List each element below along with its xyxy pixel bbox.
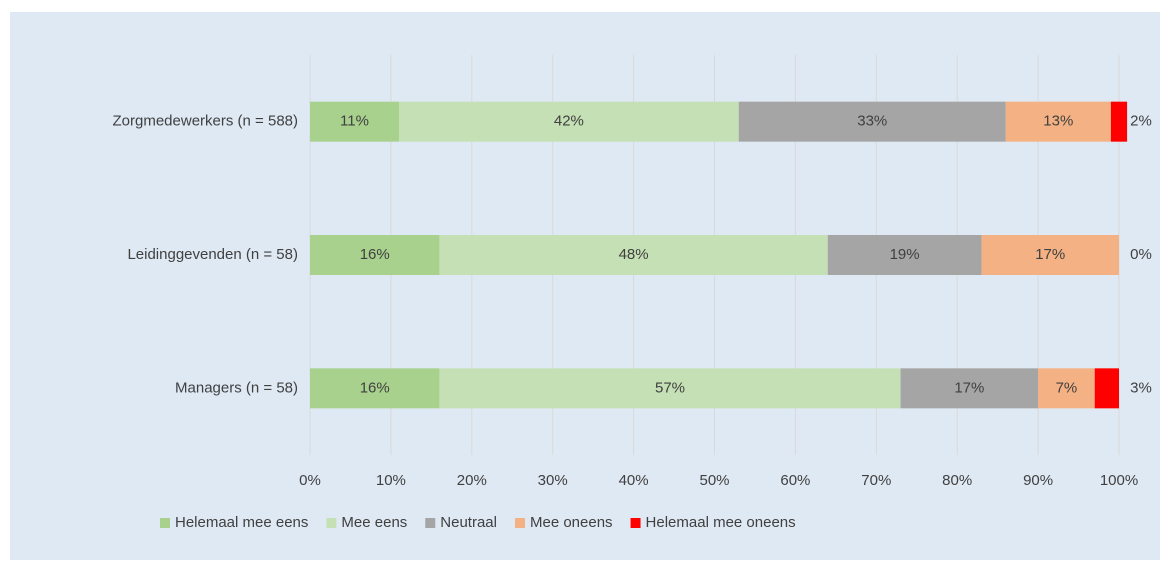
data-label: 2% — [1130, 113, 1152, 130]
y-tick-label: Managers (n = 58) — [175, 379, 298, 396]
legend-swatch — [630, 518, 641, 528]
data-label: 19% — [890, 246, 920, 263]
x-tick-label: 60% — [780, 472, 810, 489]
data-label: 17% — [1035, 246, 1065, 263]
bar-segment — [439, 235, 828, 275]
legend-label: Mee oneens — [530, 514, 613, 531]
x-tick-label: 10% — [376, 472, 406, 489]
data-label: 33% — [857, 113, 887, 130]
bar-segment — [1038, 368, 1095, 409]
legend-label: Helemaal mee oneens — [646, 514, 796, 531]
legend-swatch — [514, 518, 525, 528]
data-label: 11% — [340, 113, 369, 130]
chart-background — [10, 12, 1160, 560]
data-label: 17% — [954, 379, 984, 396]
legend-swatch — [425, 518, 436, 528]
bar-segment — [310, 368, 440, 409]
x-tick-label: 20% — [457, 472, 487, 489]
legend-label: Helemaal mee eens — [175, 514, 308, 531]
data-label: 7% — [1056, 379, 1078, 396]
bar-segment — [439, 368, 901, 409]
data-label: 16% — [360, 246, 390, 263]
data-label: 48% — [619, 246, 649, 263]
y-tick-label: Leidinggevenden (n = 58) — [127, 246, 298, 263]
legend-label: Mee eens — [341, 514, 407, 531]
bar-segment — [1094, 368, 1119, 409]
data-label: 57% — [655, 379, 685, 396]
bar-segment — [398, 101, 739, 142]
bar-segment — [900, 368, 1039, 409]
data-label: 13% — [1043, 113, 1073, 130]
x-tick-label: 80% — [942, 472, 972, 489]
bar-segment — [1005, 101, 1111, 142]
data-label: 16% — [360, 379, 390, 396]
x-tick-label: 100% — [1100, 472, 1138, 489]
x-tick-label: 50% — [699, 472, 729, 489]
bar-segment — [827, 235, 982, 275]
legend-swatch — [326, 518, 337, 528]
legend-label: Neutraal — [440, 514, 497, 531]
bar-segment — [310, 235, 440, 275]
data-label: 3% — [1130, 379, 1152, 396]
bar-segment — [310, 101, 399, 142]
x-tick-label: 90% — [1023, 472, 1053, 489]
y-tick-label: Zorgmedewerkers (n = 588) — [113, 113, 299, 130]
legend-swatch — [160, 518, 170, 528]
x-tick-label: 0% — [299, 472, 321, 489]
bar-segment — [981, 235, 1119, 275]
data-label: 42% — [554, 113, 584, 130]
data-label: 0% — [1130, 246, 1152, 263]
x-tick-label: 70% — [861, 472, 891, 489]
bar-segment — [738, 101, 1006, 142]
bar-segment — [1110, 101, 1128, 142]
x-tick-label: 30% — [538, 472, 568, 489]
x-tick-label: 40% — [619, 472, 649, 489]
